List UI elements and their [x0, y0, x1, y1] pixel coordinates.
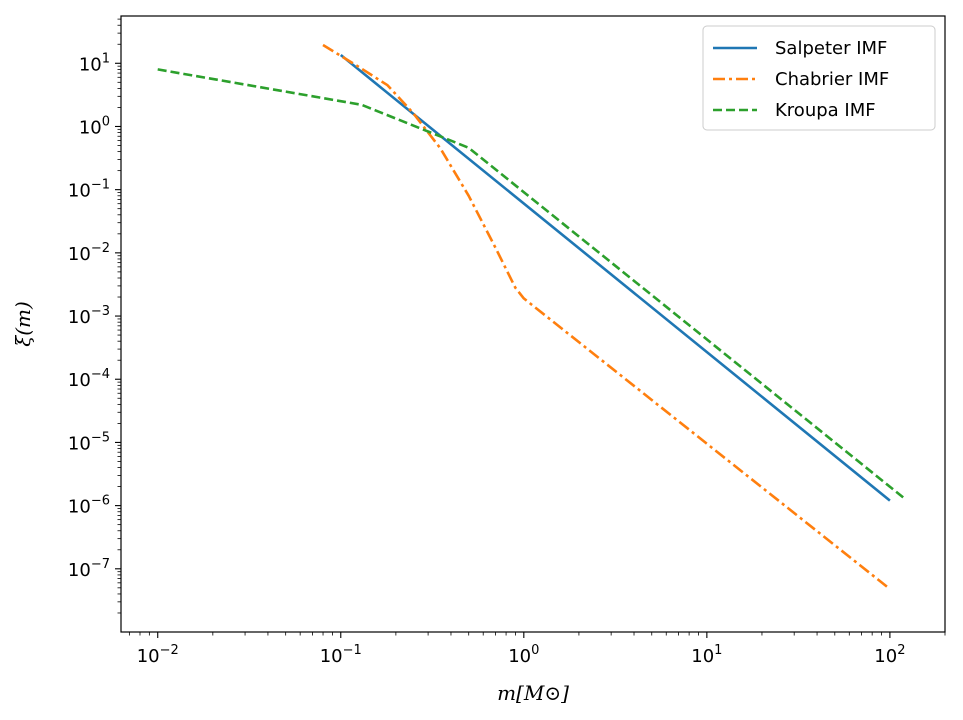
legend-box: [702, 25, 936, 131]
x-tick-label: 10−2: [137, 643, 179, 667]
x-tick-label: 10−1: [320, 643, 362, 667]
series-line-chabrier-imf: [322, 43, 891, 591]
series-line-kroupa-imf: [157, 68, 906, 500]
y-tick-label: 10−1: [68, 178, 110, 202]
x-tick-label: 102: [874, 643, 905, 667]
y-tick-label: 101: [79, 51, 110, 75]
x-axis-label: m[M⊙]: [497, 681, 569, 705]
x-tick-label: 101: [691, 643, 722, 667]
y-tick-label: 10−5: [68, 430, 110, 454]
y-tick-label: 10−7: [68, 557, 110, 581]
y-tick-label: 10−3: [68, 304, 110, 328]
x-tick-label: 100: [508, 643, 539, 667]
legend-label: Kroupa IMF: [775, 100, 876, 121]
y-tick-label: 10−6: [68, 494, 110, 518]
legend-label: Chabrier IMF: [775, 69, 889, 90]
y-tick-label: 10−4: [68, 367, 110, 391]
y-axis-label: ξ(m): [11, 301, 35, 347]
y-tick-label: 10−2: [68, 241, 110, 265]
plot-area: [120, 15, 946, 633]
y-tick-label: 100: [79, 114, 110, 138]
legend-label: Salpeter IMF: [775, 38, 887, 59]
series-line-salpeter-imf: [339, 53, 891, 502]
